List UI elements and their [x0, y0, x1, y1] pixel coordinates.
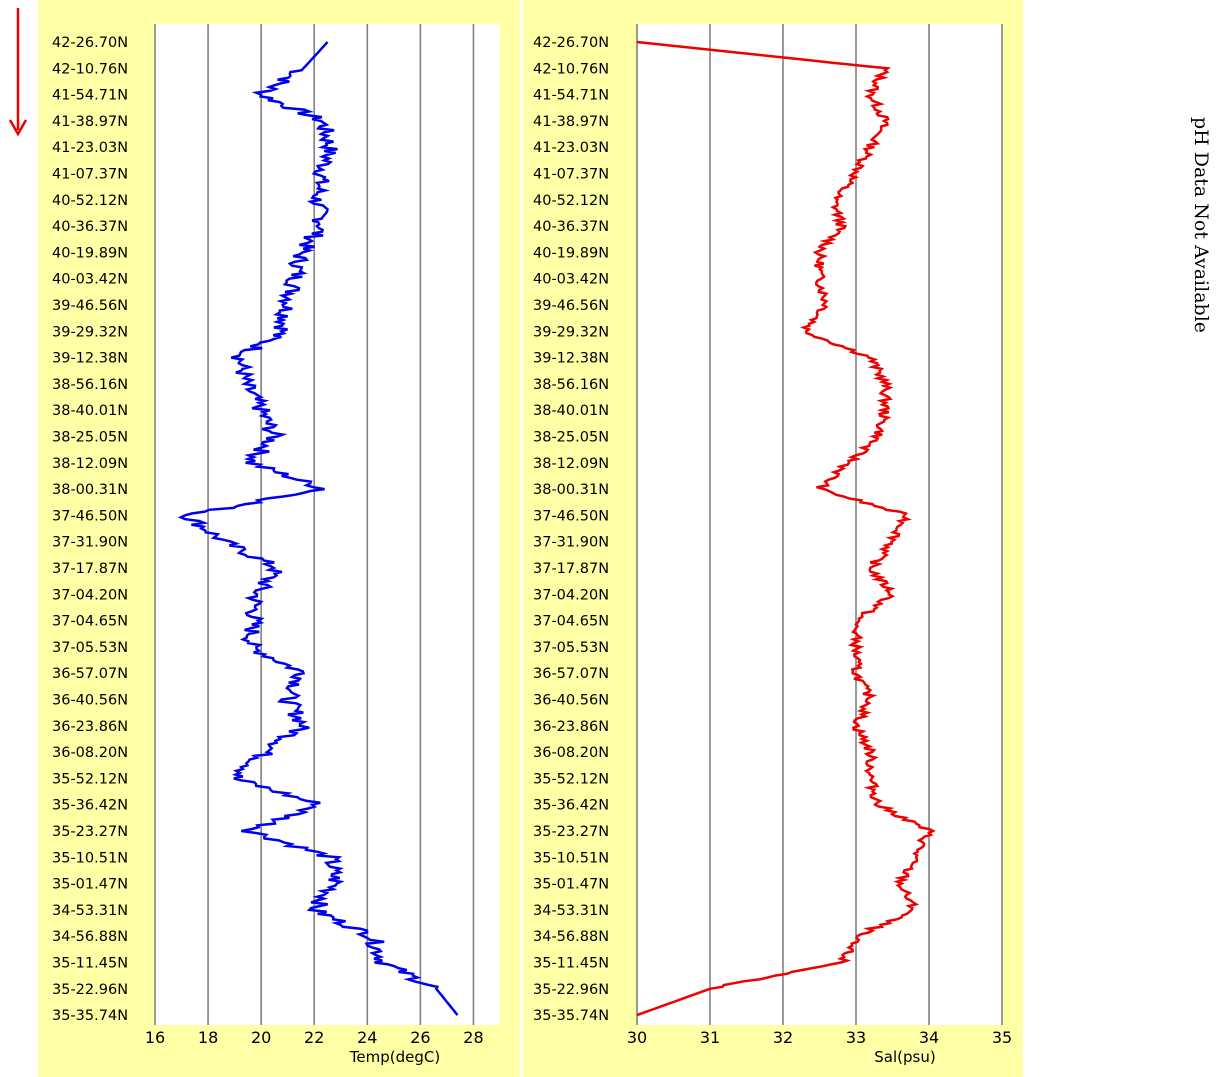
temp-latitude-label: 40-52.12N [52, 193, 128, 209]
temp-latitude-label: 34-56.88N [52, 929, 128, 945]
sal-latitude-label: 38-12.09N [533, 456, 609, 472]
temp-latitude-label: 42-26.70N [52, 35, 128, 51]
temp-latitude-label: 37-05.53N [52, 640, 128, 656]
temp-latitude-label: 35-11.45N [52, 956, 128, 972]
sal-latitude-label: 38-56.16N [533, 377, 609, 393]
temp-latitude-label: 39-29.32N [52, 324, 128, 340]
temp-latitude-label: 36-57.07N [52, 666, 128, 682]
sal-latitude-label: 40-52.12N [533, 193, 609, 209]
temp-latitude-label: 41-54.71N [52, 88, 128, 104]
sal-latitude-label: 41-38.97N [533, 114, 609, 130]
sal-latitude-label: 35-23.27N [533, 824, 609, 840]
temp-latitude-label: 38-00.31N [52, 482, 128, 498]
temp-x-tick-label: 20 [251, 1028, 271, 1047]
temp-latitude-label: 40-03.42N [52, 272, 128, 288]
sal-latitude-label: 36-40.56N [533, 693, 609, 709]
sal-latitude-label: 41-23.03N [533, 140, 609, 156]
temp-latitude-label: 40-36.37N [52, 219, 128, 235]
sal-latitude-label: 35-10.51N [533, 850, 609, 866]
temp-latitude-label: 39-12.38N [52, 351, 128, 367]
temp-latitude-label: 35-10.51N [52, 850, 128, 866]
temp-latitude-label: 38-56.16N [52, 377, 128, 393]
temp-x-tick-label: 24 [357, 1028, 377, 1047]
sal-x-tick-label: 34 [919, 1028, 939, 1047]
temp-latitude-label: 35-52.12N [52, 771, 128, 787]
sal-latitude-label: 42-10.76N [533, 61, 609, 77]
sal-latitude-label: 35-36.42N [533, 798, 609, 814]
temp-latitude-label: 37-17.87N [52, 561, 128, 577]
sal-latitude-label: 37-31.90N [533, 535, 609, 551]
temp-latitude-label: 37-46.50N [52, 508, 128, 524]
temp-latitude-label: 41-07.37N [52, 167, 128, 183]
sal-latitude-label: 39-29.32N [533, 324, 609, 340]
temp-latitude-label: 38-25.05N [52, 430, 128, 446]
temp-latitude-label: 41-23.03N [52, 140, 128, 156]
temp-latitude-label: 35-01.47N [52, 877, 128, 893]
sal-latitude-label: 37-17.87N [533, 561, 609, 577]
sal-x-tick-label: 32 [773, 1028, 793, 1047]
temp-latitude-label: 39-46.56N [52, 298, 128, 314]
temp-plot-area [155, 24, 500, 1025]
sal-latitude-label: 37-46.50N [533, 508, 609, 524]
temp-latitude-label: 34-53.31N [52, 903, 128, 919]
temp-x-tick-label: 18 [198, 1028, 218, 1047]
sal-series-line [636, 40, 936, 1017]
sal-x-tick-label: 33 [846, 1028, 866, 1047]
sal-latitude-label: 39-12.38N [533, 351, 609, 367]
temp-latitude-label: 37-04.65N [52, 614, 128, 630]
sal-x-tick-label: 35 [992, 1028, 1012, 1047]
temp-latitude-label: 35-22.96N [52, 982, 128, 998]
temp-series-line [177, 41, 459, 1016]
temp-latitude-label: 35-36.42N [52, 798, 128, 814]
temp-latitude-label: 38-40.01N [52, 403, 128, 419]
sal-latitude-label: 41-07.37N [533, 167, 609, 183]
temp-latitude-label: 36-23.86N [52, 719, 128, 735]
sal-latitude-label: 36-08.20N [533, 745, 609, 761]
sal-latitude-label: 38-40.01N [533, 403, 609, 419]
sal-latitude-label: 38-25.05N [533, 430, 609, 446]
temp-x-tick-label: 22 [304, 1028, 324, 1047]
sal-latitude-label: 42-26.70N [533, 35, 609, 51]
ph-note: pH Data Not Available [1190, 117, 1212, 333]
temp-latitude-label: 37-04.20N [52, 587, 128, 603]
temp-latitude-label: 40-19.89N [52, 245, 128, 261]
temp-latitude-label: 35-23.27N [52, 824, 128, 840]
sal-latitude-label: 35-11.45N [533, 956, 609, 972]
sal-latitude-label: 37-04.20N [533, 587, 609, 603]
sal-latitude-label: 40-36.37N [533, 219, 609, 235]
sal-latitude-label: 34-56.88N [533, 929, 609, 945]
sal-axis-label: Sal(psu) [874, 1048, 935, 1066]
temp-latitude-label: 35-35.74N [52, 1008, 128, 1024]
sal-latitude-label: 40-19.89N [533, 245, 609, 261]
sal-latitude-label: 41-54.71N [533, 88, 609, 104]
temp-x-tick-label: 28 [463, 1028, 483, 1047]
sal-plot-area [637, 24, 1002, 1025]
sal-latitude-label: 36-57.07N [533, 666, 609, 682]
sal-latitude-label: 38-00.31N [533, 482, 609, 498]
sal-latitude-label: 35-22.96N [533, 982, 609, 998]
temp-latitude-label: 37-31.90N [52, 535, 128, 551]
sal-latitude-label: 39-46.56N [533, 298, 609, 314]
sal-latitude-label: 35-01.47N [533, 877, 609, 893]
sal-x-tick-label: 31 [700, 1028, 720, 1047]
temp-axis-label: Temp(degC) [349, 1048, 440, 1066]
sal-latitude-label: 34-53.31N [533, 903, 609, 919]
sal-latitude-label: 37-04.65N [533, 614, 609, 630]
temp-latitude-label: 36-08.20N [52, 745, 128, 761]
temp-latitude-label: 36-40.56N [52, 693, 128, 709]
temp-x-tick-label: 26 [410, 1028, 430, 1047]
sal-x-tick-label: 30 [627, 1028, 647, 1047]
sal-latitude-label: 40-03.42N [533, 272, 609, 288]
down-arrow-icon [8, 8, 28, 137]
sal-latitude-label: 36-23.86N [533, 719, 609, 735]
sal-latitude-label: 35-52.12N [533, 771, 609, 787]
sal-latitude-label: 35-35.74N [533, 1008, 609, 1024]
temp-x-tick-label: 16 [145, 1028, 165, 1047]
sal-latitude-label: 37-05.53N [533, 640, 609, 656]
temp-latitude-label: 38-12.09N [52, 456, 128, 472]
temp-latitude-label: 42-10.76N [52, 61, 128, 77]
temp-latitude-label: 41-38.97N [52, 114, 128, 130]
